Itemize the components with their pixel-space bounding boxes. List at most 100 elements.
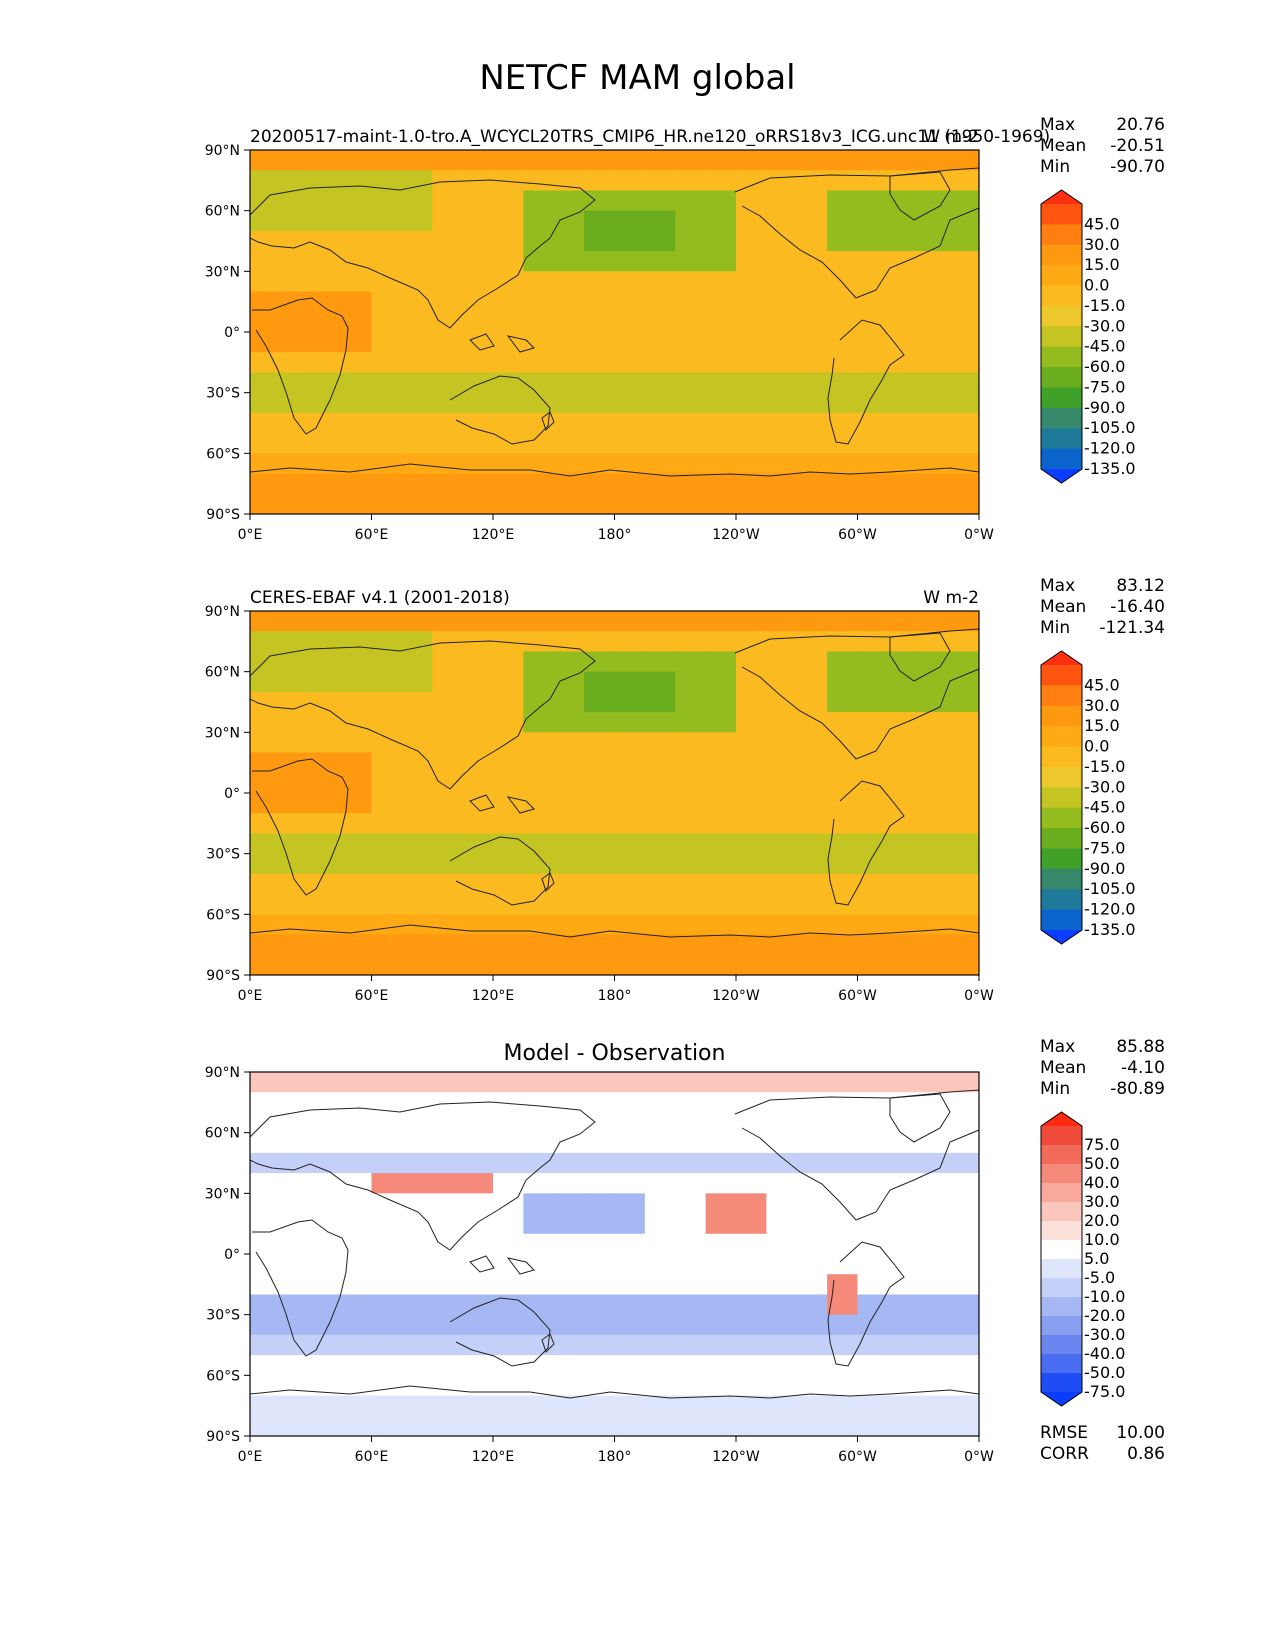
- field-cell: [401, 833, 433, 855]
- field-cell: [614, 311, 646, 333]
- colorbar-segment: [1041, 1126, 1082, 1146]
- field-cell: [432, 651, 464, 673]
- field-cell: [584, 1092, 615, 1113]
- field-cell: [918, 473, 950, 495]
- field-cell: [796, 1072, 828, 1093]
- field-cell: [736, 433, 767, 454]
- field-cell: [614, 772, 646, 794]
- field-cell: [250, 210, 281, 232]
- field-cell: [887, 1152, 919, 1174]
- field-cell: [675, 1375, 707, 1397]
- field-cell: [250, 813, 281, 834]
- field-cell: [553, 190, 585, 212]
- field-cell: [341, 352, 372, 373]
- field-cell: [887, 934, 919, 956]
- field-cell: [493, 611, 524, 632]
- field-cell: [705, 291, 737, 313]
- field-cell: [371, 793, 403, 814]
- field-cell: [280, 1132, 312, 1154]
- field-cell: [371, 691, 403, 713]
- field-cell: [644, 190, 676, 212]
- field-cell: [796, 291, 828, 313]
- colorbar-extend-max: [1041, 1112, 1082, 1126]
- colorbar-tick-label: -60.0: [1084, 357, 1125, 376]
- field-cell: [614, 1112, 646, 1134]
- field-cell: [918, 1173, 950, 1194]
- field-cell: [766, 190, 798, 212]
- field-cell: [705, 934, 737, 956]
- field-cell: [644, 1314, 676, 1336]
- field-cell: [796, 651, 828, 673]
- field-cell: [310, 1152, 342, 1174]
- lat-tick-label: 60°N: [205, 665, 240, 681]
- field-cell: [796, 332, 828, 353]
- field-cell: [493, 352, 524, 373]
- field-cell: [493, 170, 524, 191]
- field-cell: [553, 813, 585, 834]
- field-cell: [948, 631, 980, 652]
- field-cell: [857, 1334, 889, 1356]
- field-cell: [462, 1375, 494, 1397]
- field-cell: [250, 1334, 281, 1356]
- field-cell: [644, 1072, 676, 1093]
- field-cell: [493, 1233, 524, 1255]
- field-cell: [493, 453, 524, 475]
- colorbar-extend-max: [1041, 651, 1082, 665]
- field-cell: [250, 772, 281, 794]
- field-cell: [371, 372, 403, 394]
- colorbar-segment: [1041, 244, 1082, 266]
- field-cell: [584, 1375, 615, 1397]
- field-cell: [371, 1375, 403, 1397]
- field-cell: [553, 1314, 585, 1336]
- field-cell: [493, 1415, 524, 1437]
- field-cell: [432, 170, 464, 191]
- field-cell: [705, 873, 737, 895]
- field-cell: [827, 271, 858, 293]
- colorbar-tick-label: -10.0: [1084, 1287, 1125, 1306]
- colorbar-tick-label: -5.0: [1084, 1268, 1115, 1287]
- field-cell: [462, 271, 494, 293]
- field-cell: [493, 1294, 524, 1316]
- field-cell: [614, 1193, 646, 1215]
- field-cell: [827, 332, 858, 353]
- colorbar-tick-label: 50.0: [1084, 1154, 1120, 1173]
- field-cell: [584, 1355, 615, 1376]
- field-cell: [796, 1152, 828, 1174]
- field-cell: [857, 1375, 889, 1397]
- field-cell: [887, 1395, 919, 1417]
- field-cell: [948, 1112, 980, 1134]
- field-cell: [371, 392, 403, 414]
- panel-left-title: CERES-EBAF v4.1 (2001-2018): [250, 588, 510, 608]
- field-cell: [493, 230, 524, 252]
- field-cell: [584, 833, 615, 855]
- field-cell: [584, 433, 615, 454]
- field-cell: [796, 1092, 828, 1113]
- field-cell: [948, 772, 980, 794]
- stat-value: 20.76: [1116, 115, 1165, 135]
- field-cell: [644, 170, 676, 191]
- field-cell: [948, 712, 980, 733]
- field-cell: [736, 894, 767, 915]
- field-cell: [310, 1092, 342, 1113]
- island-outline: [506, 1257, 535, 1275]
- field-cell: [250, 1132, 281, 1154]
- field-cell: [401, 712, 433, 733]
- field-cell: [371, 311, 403, 333]
- field-cell: [675, 392, 707, 414]
- field-cell: [493, 190, 524, 212]
- field-cell: [766, 251, 798, 272]
- colorbar-tick-label: -90.0: [1084, 859, 1125, 878]
- colorbar-segment: [1041, 746, 1082, 768]
- field-cell: [827, 752, 858, 774]
- field-cell: [341, 1112, 372, 1134]
- field-cell: [523, 1395, 555, 1417]
- coastline: [249, 640, 596, 790]
- field-cell: [675, 1233, 707, 1255]
- field-cell: [766, 1152, 798, 1174]
- colorbar-outline: [1040, 1111, 1083, 1407]
- field-cell: [827, 1173, 858, 1194]
- field-cell: [371, 453, 403, 475]
- field-cell: [432, 793, 464, 814]
- field-cell: [857, 853, 889, 875]
- field-cell: [857, 1415, 889, 1437]
